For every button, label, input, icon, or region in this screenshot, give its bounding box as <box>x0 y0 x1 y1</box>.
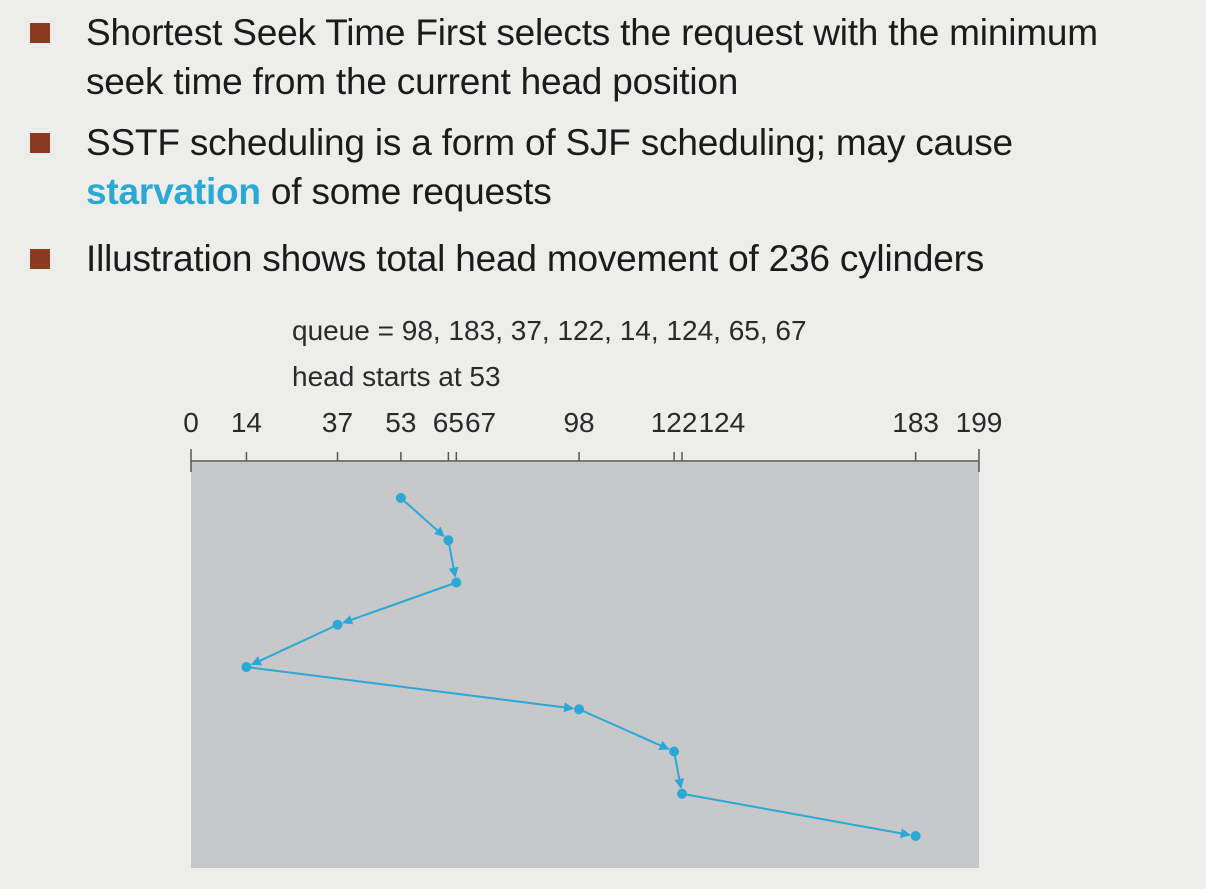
bullet-line: SSTF scheduling is a form of SJF schedul… <box>86 122 1013 163</box>
request-point <box>241 662 252 672</box>
request-point <box>910 831 921 841</box>
request-point <box>395 493 406 503</box>
head-move-segment <box>447 540 459 578</box>
diagram-panel <box>191 462 979 868</box>
head-move-segment <box>673 751 685 789</box>
request-point <box>574 704 585 715</box>
request-points <box>241 493 921 841</box>
axis-tick-label: 67 <box>465 407 496 438</box>
bullet-square-icon <box>30 133 50 153</box>
axis-tick-label: 65 <box>433 407 464 438</box>
bullet-text: SSTF scheduling is a form of SJF schedul… <box>86 118 1196 216</box>
bullet-line: seek time from the current head position <box>86 61 739 102</box>
request-point <box>677 788 688 799</box>
request-point <box>332 619 343 630</box>
axis-tick-label: 183 <box>892 407 939 438</box>
request-point <box>669 746 680 757</box>
axis-tick-label: 124 <box>698 407 745 438</box>
head-move-segment <box>578 708 670 750</box>
bullet-square-icon <box>30 23 50 43</box>
bullet-text: Shortest Seek Time First selects the req… <box>86 8 1196 106</box>
axis-tick-label: 53 <box>385 407 416 438</box>
head-move-segment <box>400 497 445 538</box>
highlight-term: starvation <box>86 171 261 212</box>
bullet-text: Illustration shows total head movement o… <box>86 234 1196 283</box>
request-point <box>451 577 462 588</box>
head-move-segment <box>342 581 457 625</box>
axis-tick-label: 14 <box>231 407 262 438</box>
axis-tick-label: 199 <box>956 407 1003 438</box>
head-move-segment <box>250 623 338 666</box>
head-start-label: head starts at 53 <box>292 361 501 392</box>
queue-label: queue = 98, 183, 37, 122, 14, 124, 65, 6… <box>292 315 807 346</box>
head-path <box>246 497 911 839</box>
bullet-line: Shortest Seek Time First selects the req… <box>86 12 1098 53</box>
request-point <box>443 535 454 546</box>
axis-tick-labels: 0 14 37 53 65 67 98 122 124 183 199 <box>183 407 1002 438</box>
head-move-segment <box>681 792 911 839</box>
axis-tick-label: 37 <box>322 407 353 438</box>
bullet-line: Illustration shows total head movement o… <box>86 238 985 279</box>
axis-tick-label: 98 <box>563 407 594 438</box>
axis-ticks <box>190 449 980 472</box>
axis-tick-label: 0 <box>183 407 199 438</box>
head-move-segment <box>246 666 575 713</box>
bullet-square-icon <box>30 249 50 269</box>
axis-tick-label: 122 <box>651 407 698 438</box>
bullet-line: of some requests <box>260 171 552 212</box>
